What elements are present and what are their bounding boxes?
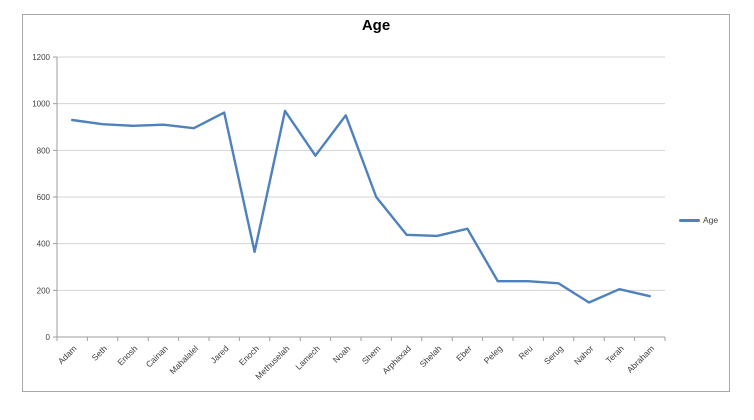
x-axis-label: Peleg: [482, 343, 505, 366]
chart-title: Age: [361, 17, 391, 34]
series-line-age: [70, 109, 651, 304]
y-axis-label: 600: [37, 193, 51, 202]
y-axis-label: 200: [37, 286, 51, 295]
x-axis-label: Cainan: [144, 343, 170, 369]
x-axis-label: Enoch: [237, 343, 261, 367]
y-axis-label: 1200: [32, 53, 50, 62]
legend-line-swatch: [679, 218, 700, 222]
x-axis-label: Noah: [331, 343, 353, 365]
chart-frame: [22, 14, 730, 392]
legend-label: Age: [703, 215, 719, 225]
x-axis-label: Abraham: [625, 343, 656, 374]
x-axis-label: Nahor: [572, 343, 596, 367]
x-axis-label: Enosh: [115, 343, 139, 367]
x-axis-label: Mahalalel: [167, 343, 200, 376]
x-axis-label: Eber: [454, 343, 474, 363]
x-axis-label: Seth: [90, 343, 110, 363]
x-axis-label: Shelah: [418, 343, 444, 369]
x-axis-label: Reu: [517, 343, 535, 361]
x-axis-label: Arphaxad: [380, 343, 413, 376]
y-axis-label: 400: [37, 240, 51, 249]
x-axis-label: Shem: [360, 343, 383, 366]
x-axis-label: Serug: [542, 343, 565, 366]
x-axis-label: Adam: [56, 343, 79, 366]
legend: Age: [679, 215, 718, 225]
y-axis-label: 0: [46, 333, 51, 342]
y-axis-label: 800: [37, 146, 51, 155]
y-axis-label: 1000: [32, 100, 50, 109]
x-axis-label: Jared: [209, 343, 231, 365]
x-axis-label: Lamech: [293, 343, 322, 372]
x-axis-label: Terah: [604, 343, 626, 365]
